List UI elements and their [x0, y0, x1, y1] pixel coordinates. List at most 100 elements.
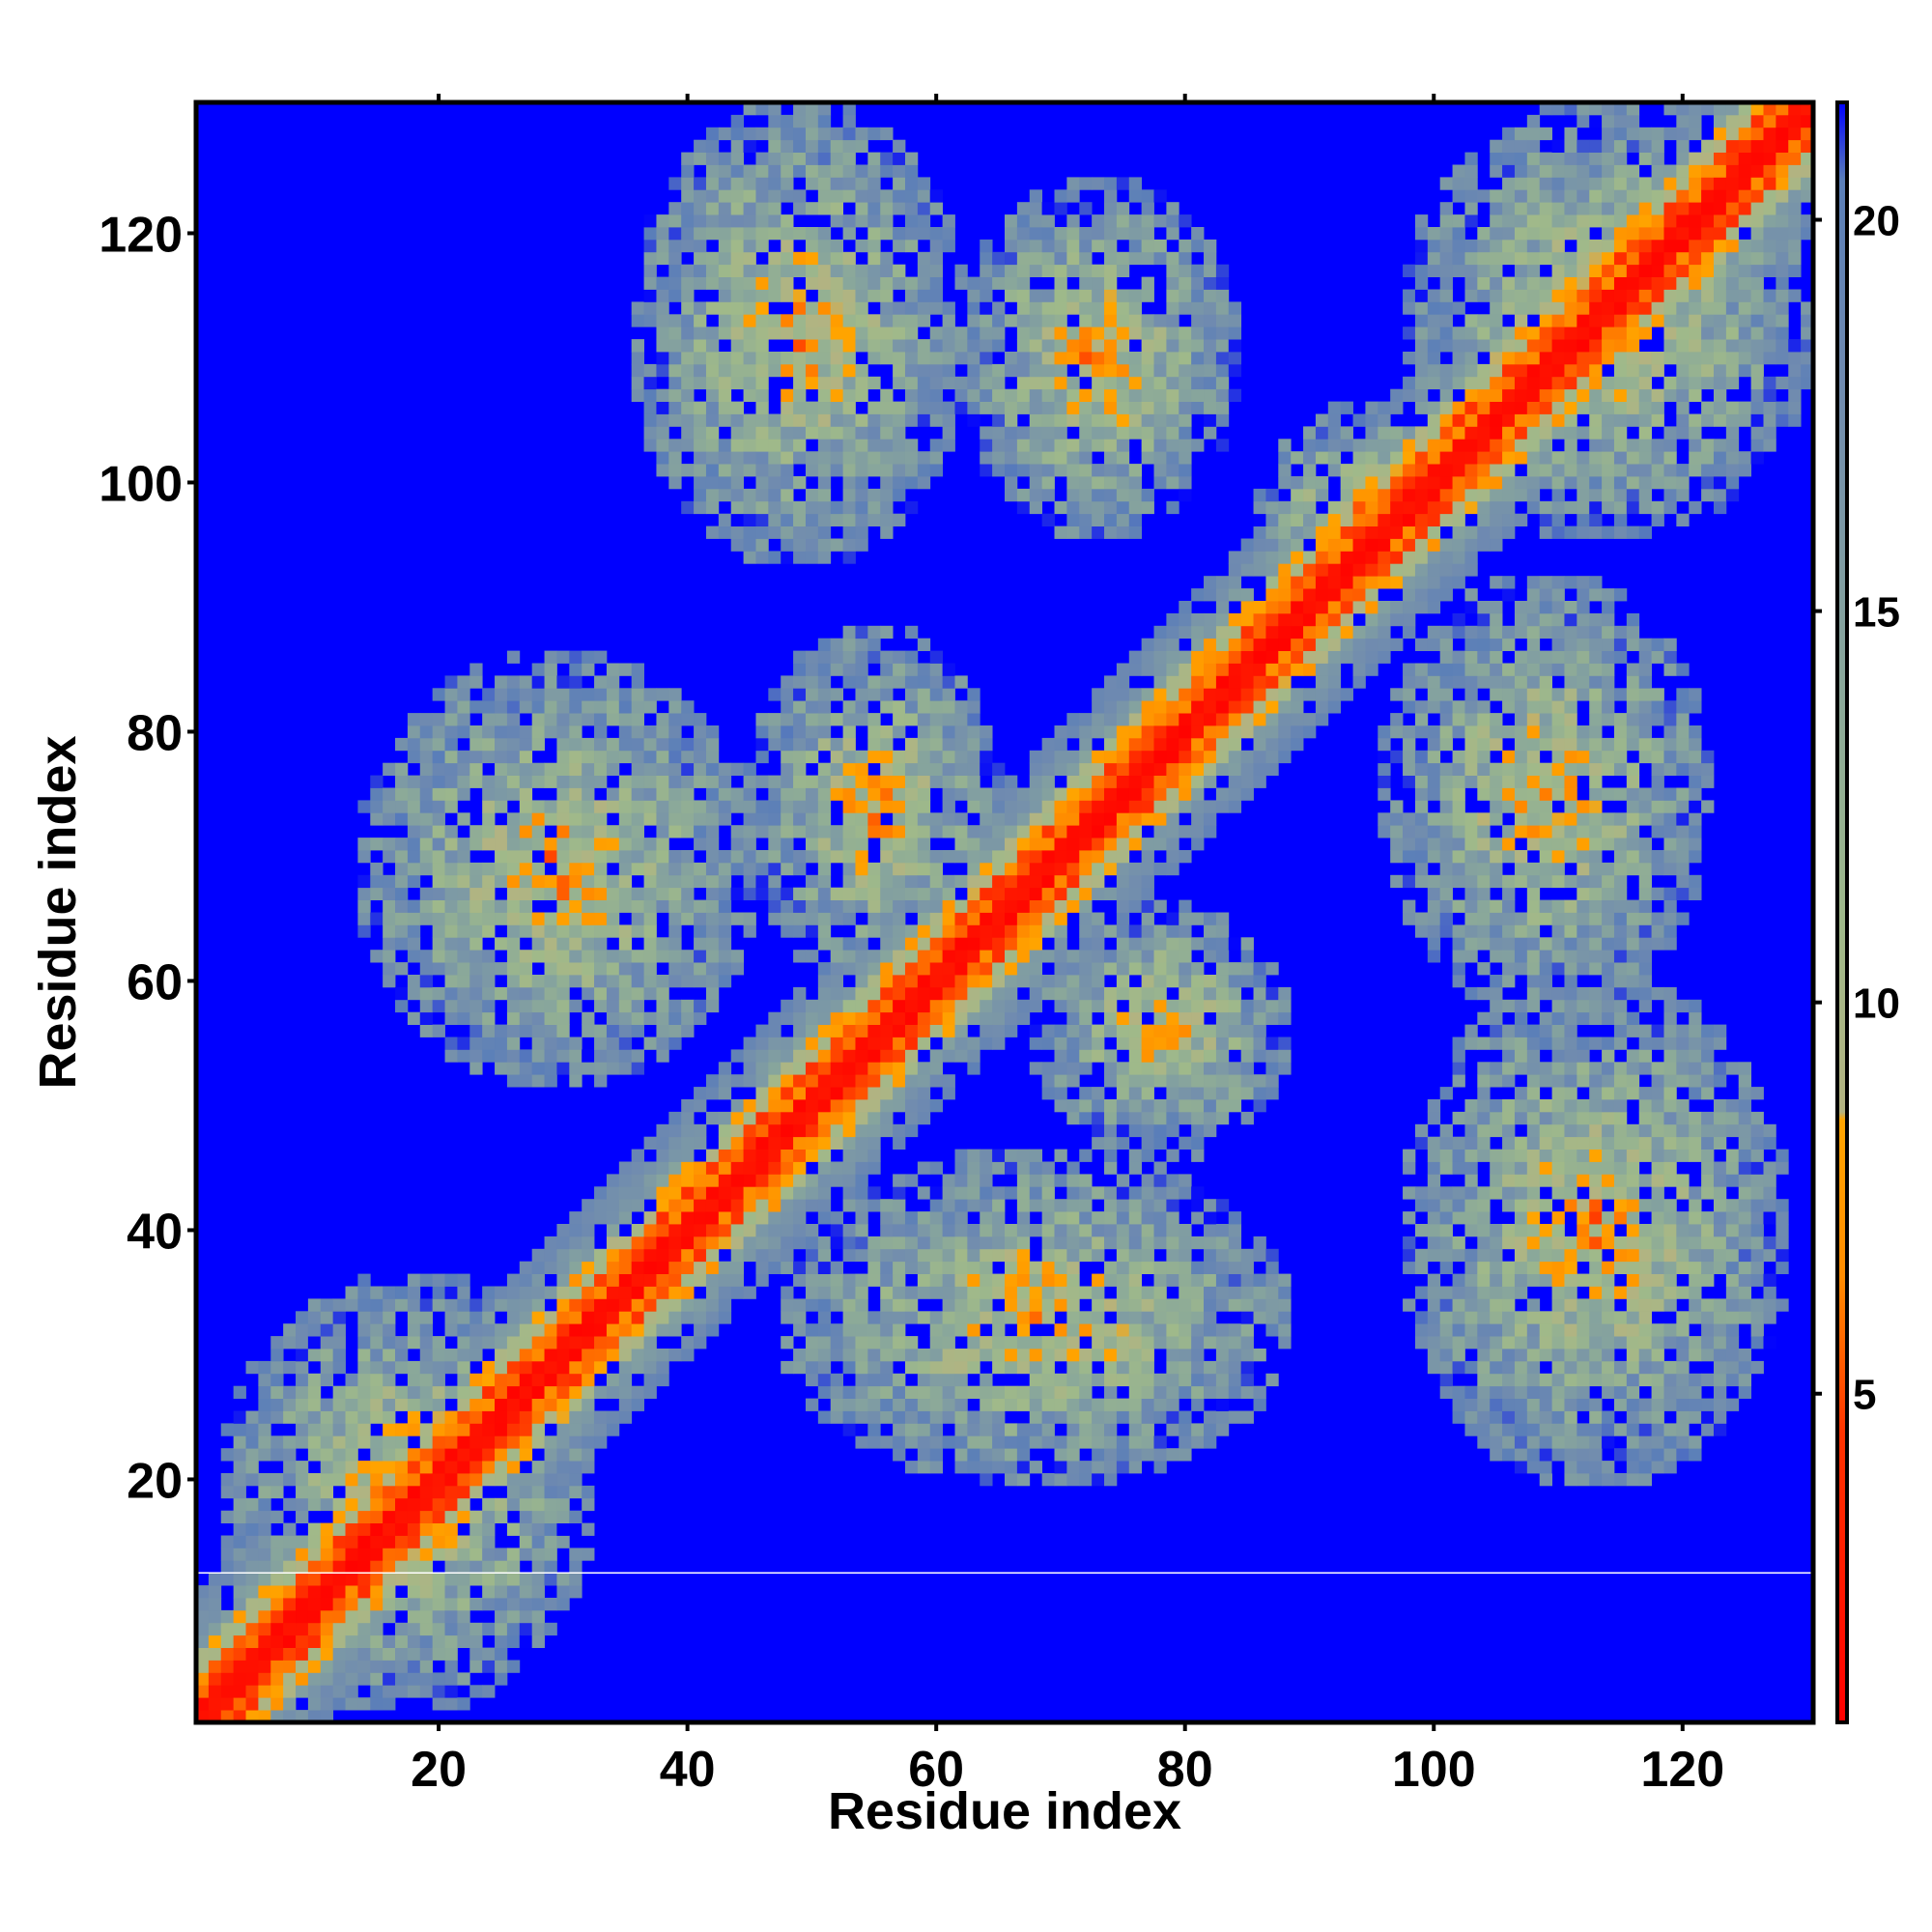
heatmap-cell — [1079, 1373, 1093, 1387]
heatmap-cell — [805, 1136, 819, 1150]
heatmap-cell — [1166, 912, 1179, 925]
heatmap-cell — [694, 264, 707, 277]
heatmap-cell — [904, 439, 919, 452]
heatmap-cell — [842, 301, 856, 315]
heatmap-cell — [867, 314, 881, 327]
heatmap-cell — [569, 1273, 582, 1287]
heatmap-cell — [668, 413, 682, 427]
heatmap-cell — [781, 114, 794, 128]
heatmap-cell — [582, 750, 595, 764]
heatmap-cell — [1054, 838, 1067, 851]
heatmap-cell — [980, 762, 993, 776]
heatmap-cell — [1166, 762, 1179, 776]
heatmap-cell — [954, 376, 968, 390]
heatmap-cell — [1041, 950, 1055, 963]
heatmap-cell — [383, 924, 396, 938]
heatmap-cell — [793, 650, 807, 664]
heatmap-cell — [233, 1685, 246, 1698]
heatmap-cell — [793, 775, 807, 788]
heatmap-cell — [817, 986, 832, 1001]
heatmap-cell — [1116, 451, 1130, 465]
heatmap-cell — [954, 1448, 968, 1462]
heatmap-cell — [830, 363, 843, 378]
heatmap-cell — [1066, 464, 1080, 477]
heatmap-cell — [569, 775, 582, 788]
heatmap-cell — [681, 376, 695, 390]
heatmap-cell — [1204, 812, 1217, 826]
heatmap-cell — [893, 838, 906, 851]
heatmap-cell — [1128, 1349, 1143, 1362]
heatmap-cell — [904, 276, 919, 290]
heatmap-cell — [1016, 1261, 1031, 1274]
heatmap-cell — [942, 1236, 955, 1250]
heatmap-cell — [457, 1485, 470, 1499]
heatmap-cell — [631, 663, 644, 676]
heatmap-cell — [830, 1273, 843, 1287]
heatmap-cell — [1128, 1448, 1143, 1462]
heatmap-cell — [1066, 874, 1080, 889]
heatmap-cell — [805, 1273, 819, 1287]
heatmap-cell — [967, 327, 980, 340]
heatmap-cell — [519, 1598, 533, 1611]
heatmap-cell — [444, 1634, 458, 1648]
heatmap-cell — [656, 251, 669, 266]
heatmap-cell — [1092, 1410, 1105, 1424]
heatmap-cell — [992, 950, 1006, 963]
heatmap-cell — [768, 775, 781, 788]
heatmap-cell — [980, 1011, 993, 1025]
heatmap-cell — [842, 276, 856, 290]
heatmap-cell — [1005, 476, 1018, 490]
heatmap-cell — [830, 301, 843, 315]
heatmap-cell — [817, 1037, 832, 1050]
heatmap-cell — [805, 526, 819, 539]
heatmap-cell — [457, 700, 470, 714]
heatmap-cell — [1029, 1423, 1043, 1436]
heatmap-cell — [469, 1410, 483, 1424]
heatmap-cell — [967, 937, 980, 951]
heatmap-cell — [1128, 1186, 1143, 1200]
heatmap-cell — [694, 352, 707, 365]
heatmap-cell — [1079, 352, 1093, 365]
heatmap-cell — [681, 202, 695, 215]
heatmap-cell — [917, 202, 931, 215]
heatmap-cell — [668, 1248, 682, 1263]
heatmap-cell — [893, 189, 906, 203]
heatmap-cell — [469, 1435, 483, 1449]
heatmap-cell — [1092, 464, 1105, 477]
heatmap-cell — [1066, 513, 1080, 526]
heatmap-cell — [1128, 713, 1143, 726]
heatmap-cell — [718, 189, 732, 203]
heatmap-cell — [556, 1535, 570, 1548]
heatmap-cell — [1079, 887, 1093, 900]
heatmap-cell — [694, 488, 707, 502]
heatmap-cell — [880, 413, 894, 427]
heatmap-cell — [805, 413, 819, 427]
heatmap-cell — [432, 1473, 445, 1487]
heatmap-cell — [805, 114, 819, 128]
heatmap-cell — [904, 189, 919, 203]
heatmap-cell — [1116, 1261, 1130, 1274]
heatmap-cell — [730, 476, 744, 490]
heatmap-cell — [743, 363, 756, 378]
heatmap-cell — [681, 177, 695, 190]
heatmap-cell — [1141, 1111, 1154, 1125]
heatmap-cell — [980, 439, 993, 452]
heatmap-cell — [419, 1609, 434, 1624]
heatmap-cell — [929, 1199, 944, 1212]
heatmap-cell — [220, 1634, 235, 1648]
heatmap-cell — [842, 737, 856, 752]
heatmap-cell — [270, 1685, 284, 1698]
heatmap-cell — [768, 327, 781, 340]
heatmap-cell — [432, 838, 445, 851]
heatmap-cell — [1116, 688, 1130, 701]
heatmap-cell — [1054, 850, 1067, 864]
heatmap-cell — [842, 1037, 856, 1050]
heatmap-cell — [842, 1311, 856, 1324]
heatmap-cell — [357, 1410, 371, 1424]
heatmap-cell — [419, 812, 434, 826]
heatmap-cell — [332, 1435, 346, 1449]
heatmap-cell — [606, 1011, 620, 1025]
heatmap-cell — [1128, 1261, 1143, 1274]
heatmap-cell — [556, 1261, 570, 1274]
heatmap-cell — [1141, 401, 1154, 414]
